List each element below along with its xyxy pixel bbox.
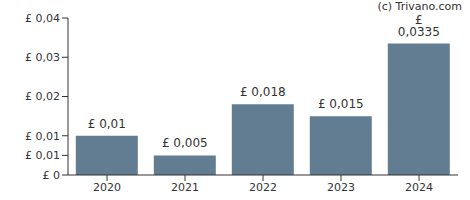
html-text:(c) Trivano.com: (c) Trivano.com — [377, 0, 462, 13]
svg-text:2021: 2021 — [171, 181, 199, 194]
svg-text:2023: 2023 — [327, 181, 355, 194]
svg-text:2022: 2022 — [249, 181, 277, 194]
svg-text:£ 0,01: £ 0,01 — [25, 149, 60, 162]
svg-text:£ 0,005: £ 0,005 — [162, 136, 208, 150]
svg-text:£0,0335: £0,0335 — [398, 13, 440, 39]
svg-text:2020: 2020 — [93, 181, 121, 194]
svg-text:£ 0,01: £ 0,01 — [88, 117, 126, 131]
svg-text:£ 0: £ 0 — [43, 169, 61, 182]
svg-text:£ 0,04: £ 0,04 — [25, 12, 60, 25]
svg-text:2024: 2024 — [405, 181, 433, 194]
svg-text:£ 0,018: £ 0,018 — [240, 85, 286, 99]
svg-text:£ 0,02: £ 0,02 — [25, 90, 60, 103]
svg-text:£ 0,03: £ 0,03 — [25, 51, 60, 64]
svg-text:£ 0,01: £ 0,01 — [25, 130, 60, 143]
svg-text:£ 0,015: £ 0,015 — [318, 97, 364, 111]
